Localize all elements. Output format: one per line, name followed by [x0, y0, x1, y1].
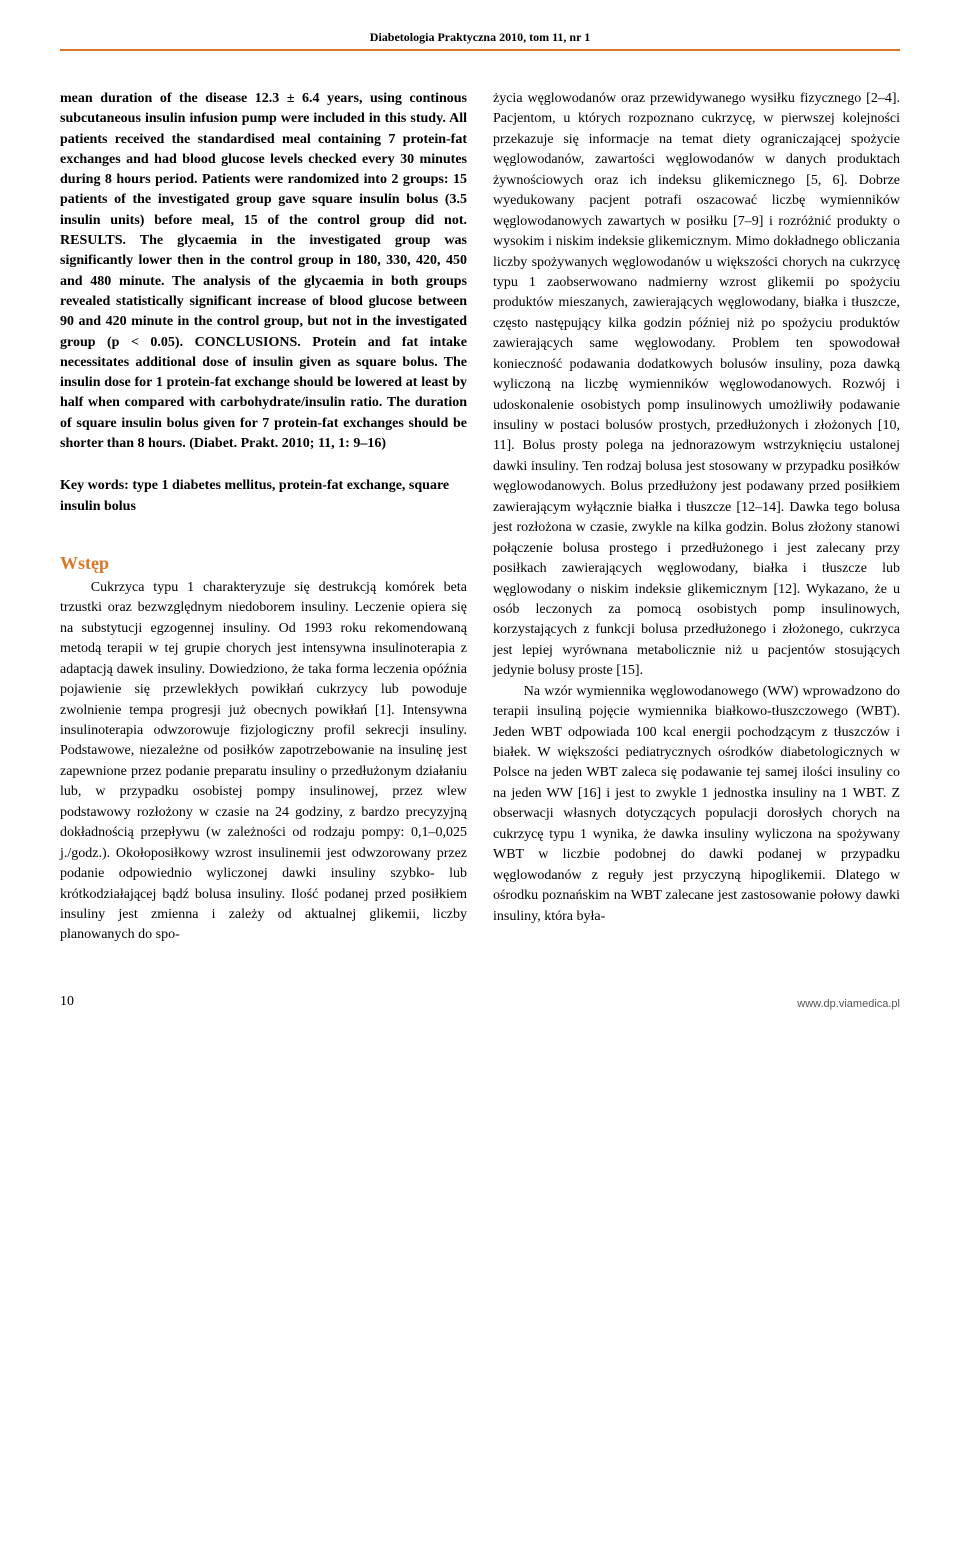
running-header: Diabetologia Praktyczna 2010, tom 11, nr… — [60, 30, 900, 45]
page-number: 10 — [60, 994, 74, 1010]
left-column: mean duration of the disease 12.3 ± 6.4 … — [60, 89, 467, 946]
footer-site: www.dp.viamedica.pl — [797, 998, 900, 1010]
keywords: Key words: type 1 diabetes mellitus, pro… — [60, 476, 467, 517]
right-paragraph-1: życia węglowodanów oraz przewidywanego w… — [493, 91, 900, 678]
right-body: życia węglowodanów oraz przewidywanego w… — [493, 89, 900, 927]
right-paragraph-2: Na wzór wymiennika węglowodanowego (WW) … — [493, 682, 900, 927]
section-title-wstep: Wstęp — [60, 553, 467, 574]
header-rule — [60, 49, 900, 51]
abstract-text: mean duration of the disease 12.3 ± 6.4 … — [60, 89, 467, 454]
intro-body: Cukrzyca typu 1 charakteryzuje się destr… — [60, 578, 467, 946]
page-footer: 10 www.dp.viamedica.pl — [60, 994, 900, 1010]
intro-paragraph: Cukrzyca typu 1 charakteryzuje się destr… — [60, 578, 467, 946]
right-column: życia węglowodanów oraz przewidywanego w… — [493, 89, 900, 946]
two-column-layout: mean duration of the disease 12.3 ± 6.4 … — [60, 89, 900, 946]
